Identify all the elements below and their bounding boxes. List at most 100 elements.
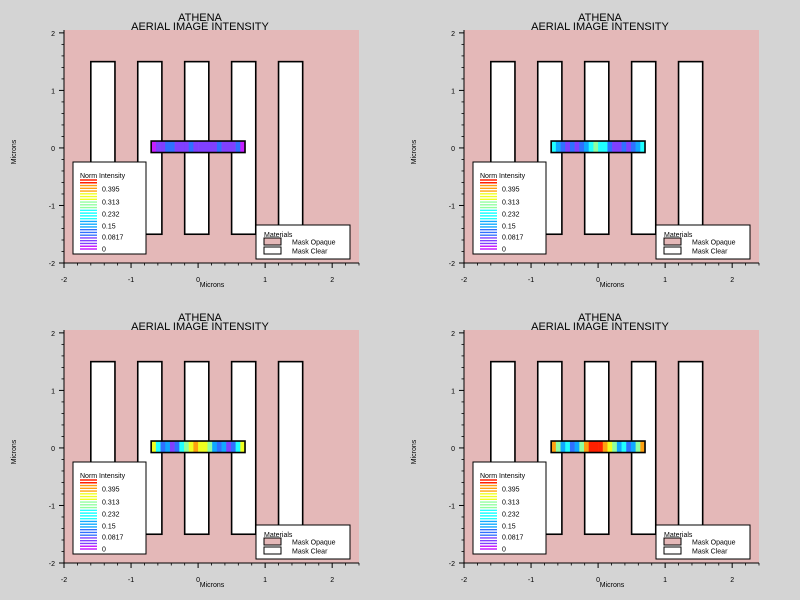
colorbar-title: Norm Intensity	[480, 473, 526, 480]
y-axis-label: Microns	[411, 439, 418, 464]
intensity-cell	[626, 141, 632, 153]
colorbar-label: 0.15	[102, 524, 116, 531]
legend-label: Mask Clear	[292, 549, 328, 556]
intensity-cell	[160, 441, 166, 453]
y-tick-label: 0	[451, 146, 455, 153]
y-axis-label: Microns	[11, 439, 18, 464]
intensity-cell	[230, 441, 236, 453]
intensity-cell	[226, 141, 232, 153]
legend-swatch-mask-clear	[663, 546, 682, 555]
intensity-cell	[212, 141, 218, 153]
colorbar-label: 0.313	[502, 200, 520, 207]
y-tick-label: 2	[451, 331, 455, 338]
legend-label: Mask Clear	[692, 549, 728, 556]
colorbar-label: 0.232	[102, 512, 120, 519]
legend-label: Mask Opaque	[692, 540, 736, 547]
intensity-cell	[565, 141, 571, 153]
intensity-cell	[221, 441, 227, 453]
colorbar-label: 0.15	[502, 524, 516, 531]
chart-title: ATHENA	[178, 12, 222, 24]
intensity-cell	[602, 141, 608, 153]
colorbar-legend: Norm Intensity 0.395 0.313 0.232 0.15 0.0817 0	[472, 161, 547, 255]
intensity-cell	[188, 141, 194, 153]
intensity-cell	[174, 441, 180, 453]
materials-legend-title: Materials	[264, 232, 293, 239]
legend-label: Mask Clear	[292, 249, 328, 256]
intensity-cell	[607, 141, 613, 153]
intensity-strip-outline	[550, 140, 646, 154]
intensity-cell	[226, 441, 232, 453]
colorbar-label: 0.0817	[502, 535, 524, 542]
intensity-strip-outline	[150, 440, 246, 454]
intensity-cell	[621, 441, 627, 453]
x-tick-label: -1	[528, 577, 534, 584]
intensity-cell	[602, 441, 608, 453]
colorbar-label: 0.395	[502, 487, 520, 494]
y-tick-label: 2	[51, 331, 55, 338]
intensity-cell	[551, 141, 557, 153]
y-tick-label: 0	[51, 146, 55, 153]
intensity-cell	[616, 141, 622, 153]
colorbar-label: 0.0817	[502, 235, 524, 242]
colorbar-label: 0.232	[102, 212, 120, 219]
y-axis-label: Microns	[411, 139, 418, 164]
x-tick-label: -2	[61, 277, 67, 284]
intensity-cell	[612, 141, 618, 153]
x-tick-label: 0	[196, 577, 200, 584]
y-tick-label: 0	[51, 446, 55, 453]
legend-swatch-mask-opaque	[663, 237, 682, 246]
colorbar-legend: Norm Intensity 0.395 0.313 0.232 0.15 0.0817 0	[72, 461, 147, 555]
intensity-cell	[193, 441, 199, 453]
y-tick-label: -2	[49, 261, 55, 268]
intensity-cell	[198, 441, 204, 453]
intensity-cell	[193, 141, 199, 153]
intensity-cell	[612, 441, 618, 453]
materials-legend-title: Materials	[664, 532, 693, 539]
y-tick-label: -1	[449, 203, 455, 210]
colorbar-legend: Norm Intensity 0.395 0.313 0.232 0.15 0.0817 0	[472, 461, 547, 555]
y-axis-label: Microns	[11, 139, 18, 164]
intensity-cell	[212, 441, 218, 453]
intensity-cell	[216, 441, 222, 453]
intensity-cell	[207, 141, 213, 153]
x-tick-label: 1	[263, 277, 267, 284]
intensity-cell	[588, 141, 594, 153]
x-tick-label: 2	[730, 577, 734, 584]
colorbar-label: 0.313	[102, 200, 120, 207]
intensity-strip-outline	[550, 440, 646, 454]
intensity-cell	[593, 141, 599, 153]
y-tick-label: -1	[449, 503, 455, 510]
intensity-cell	[155, 141, 161, 153]
intensity-cell	[640, 441, 646, 453]
legend-label: Mask Opaque	[292, 240, 336, 247]
colorbar-label: 0.232	[502, 512, 520, 519]
y-tick-label: 2	[51, 31, 55, 38]
intensity-cell	[188, 441, 194, 453]
chart-title: ATHENA	[178, 312, 222, 324]
intensity-cell	[160, 141, 166, 153]
intensity-cell	[560, 141, 566, 153]
intensity-cell	[151, 441, 157, 453]
mask-clear-line-5	[277, 360, 304, 536]
chart-title: ATHENA	[578, 12, 622, 24]
materials-legend-title: Materials	[664, 232, 693, 239]
intensity-cell	[569, 141, 575, 153]
mask-clear-line-5	[677, 60, 704, 236]
colorbar-label: 0.395	[502, 187, 520, 194]
legend-swatch-mask-clear	[263, 546, 282, 555]
x-tick-label: -2	[461, 277, 467, 284]
intensity-cell	[579, 441, 585, 453]
y-tick-label: -1	[49, 503, 55, 510]
intensity-cell	[179, 141, 185, 153]
x-tick-label: 1	[663, 277, 667, 284]
intensity-cell	[165, 441, 171, 453]
intensity-cell	[555, 141, 561, 153]
intensity-cell	[598, 141, 604, 153]
x-axis-label: Microns	[600, 282, 625, 289]
y-tick-label: 1	[51, 88, 55, 95]
legend-swatch-mask-opaque	[263, 237, 282, 246]
intensity-cell	[640, 141, 646, 153]
